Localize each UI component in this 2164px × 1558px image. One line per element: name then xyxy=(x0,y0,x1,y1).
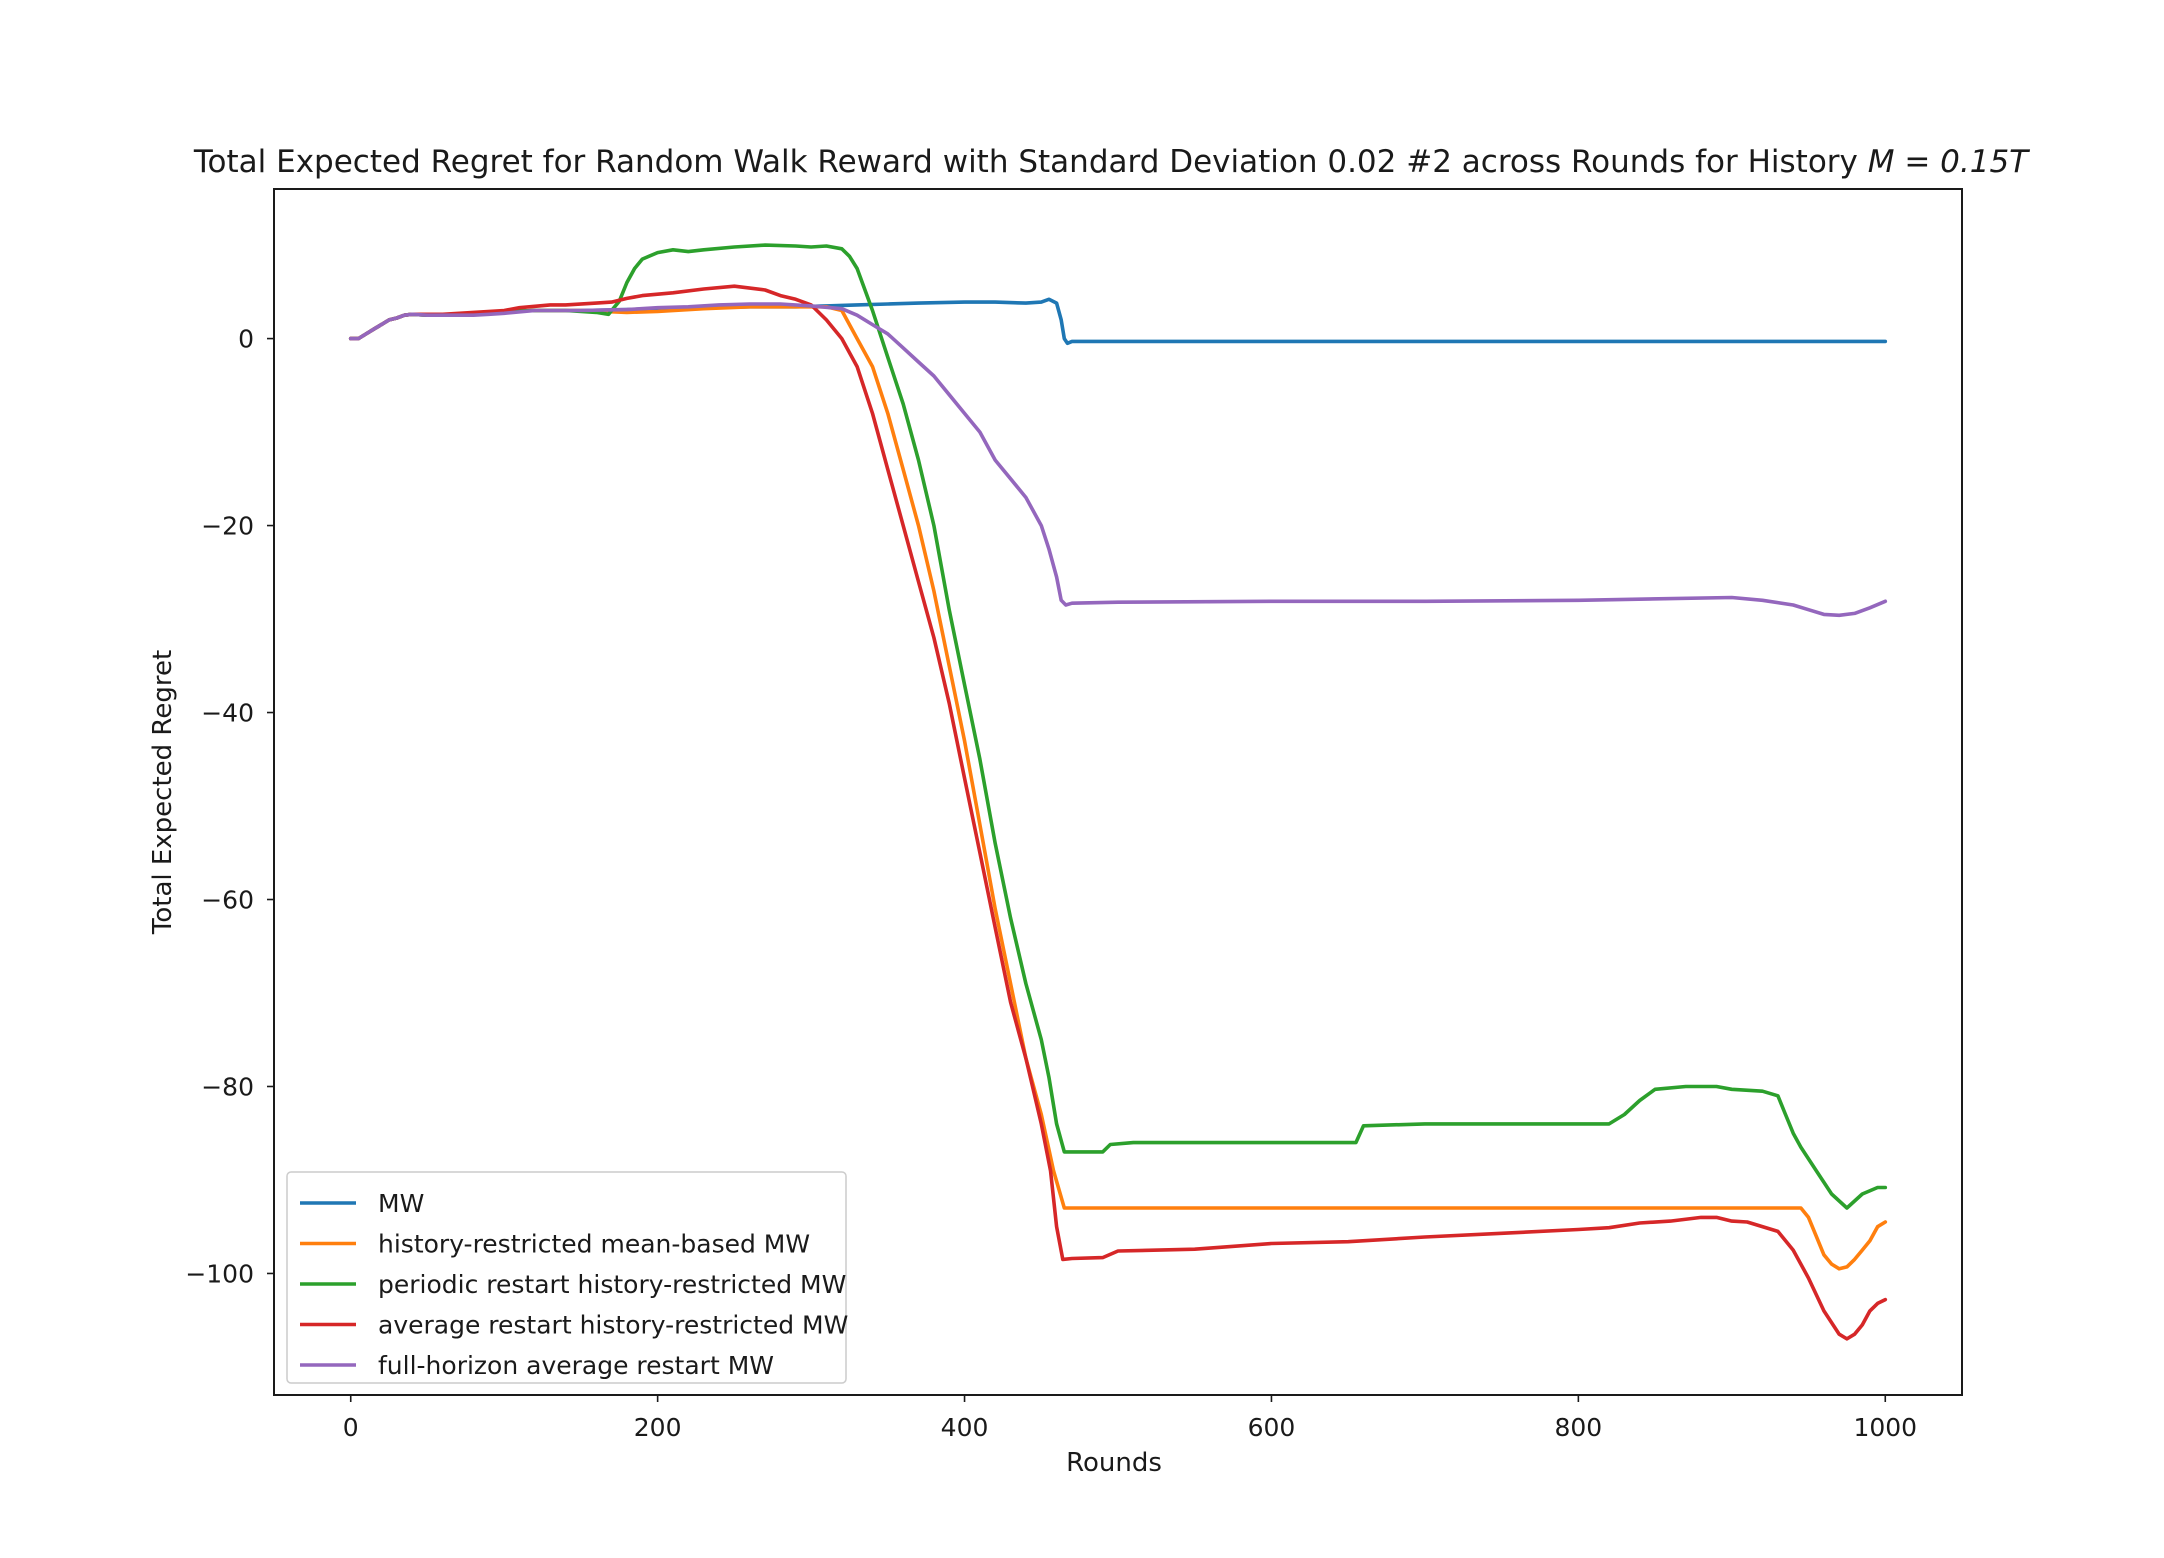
x-tick-label: 1000 xyxy=(1853,1413,1917,1442)
series-line-5 xyxy=(348,302,1888,618)
series-layer xyxy=(348,243,1888,1341)
legend-label-1: MW xyxy=(378,1189,424,1218)
legend-label-2: history-restricted mean-based MW xyxy=(378,1230,810,1259)
x-tick-label: 200 xyxy=(634,1413,682,1442)
legend: MW history-restricted mean-based MW period… xyxy=(286,1171,848,1384)
chart-title: Total Expected Regret for Random Walk Re… xyxy=(193,144,2030,180)
y-tick-label: −80 xyxy=(201,1072,254,1101)
x-tick-label: 0 xyxy=(343,1413,359,1442)
y-tick-label: −100 xyxy=(185,1259,254,1288)
chart-title-math: M = 0.15T xyxy=(1868,144,2030,180)
y-tick-label: −60 xyxy=(201,886,254,915)
chart-title-text: Total Expected Regret for Random Walk Re… xyxy=(193,144,1858,180)
x-axis-ticks: 0 200 400 600 800 1000 xyxy=(343,1395,1917,1442)
x-axis-label: Rounds xyxy=(1066,1448,1162,1478)
legend-label-4: average restart history-restricted MW xyxy=(378,1311,848,1340)
legend-box xyxy=(286,1171,847,1384)
y-tick-label: −20 xyxy=(201,512,254,541)
y-axis-label: Total Expected Regret xyxy=(148,650,178,935)
y-tick-label: −40 xyxy=(201,699,254,728)
x-tick-label: 400 xyxy=(941,1413,989,1442)
series-line-4 xyxy=(348,284,1888,1341)
y-axis-ticks: 0 −20 −40 −60 −80 −100 xyxy=(185,325,274,1288)
legend-label-5: full-horizon average restart MW xyxy=(378,1351,774,1380)
x-tick-label: 800 xyxy=(1555,1413,1603,1442)
y-tick-label: 0 xyxy=(238,325,254,354)
x-tick-label: 600 xyxy=(1248,1413,1296,1442)
legend-label-3: periodic restart history-restricted MW xyxy=(378,1270,846,1299)
legend-items: MW history-restricted mean-based MW period… xyxy=(300,1189,848,1380)
